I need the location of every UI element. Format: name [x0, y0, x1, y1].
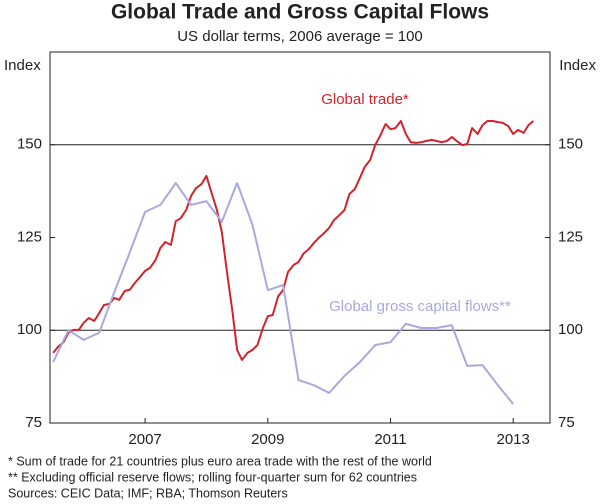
x-tick-label: 2007 — [128, 431, 161, 448]
series-label: Global trade* — [321, 91, 409, 108]
y2-tick-label: 150 — [558, 136, 583, 153]
x-tick-label: 2009 — [251, 431, 284, 448]
y2-axis-label: Index — [559, 57, 596, 74]
footnote: Sources: CEIC Data; IMF; RBA; Thomson Re… — [8, 486, 288, 500]
series-line — [52, 120, 535, 361]
y2-tick-label: 100 — [558, 321, 583, 338]
chart-subtitle: US dollar terms, 2006 average = 100 — [177, 28, 423, 45]
plot-frame — [49, 51, 551, 424]
y-tick-label: 75 — [25, 414, 42, 431]
chart-title: Global Trade and Gross Capital Flows — [111, 1, 489, 24]
y-tick-label: 150 — [17, 136, 42, 153]
footnote: * Sum of trade for 21 countries plus eur… — [8, 454, 432, 468]
x-tick-label: 2013 — [497, 431, 530, 448]
y-tick-label: 100 — [17, 321, 42, 338]
series-line — [52, 182, 514, 405]
footnote: ** Excluding official reserve flows; rol… — [8, 470, 417, 484]
y-tick-label: 125 — [17, 228, 42, 245]
y2-tick-label: 125 — [558, 228, 583, 245]
y-axis-label: Index — [4, 57, 41, 74]
series-label: Global gross capital flows** — [329, 298, 511, 315]
x-tick-label: 2011 — [374, 431, 406, 448]
y2-tick-label: 75 — [558, 414, 575, 431]
